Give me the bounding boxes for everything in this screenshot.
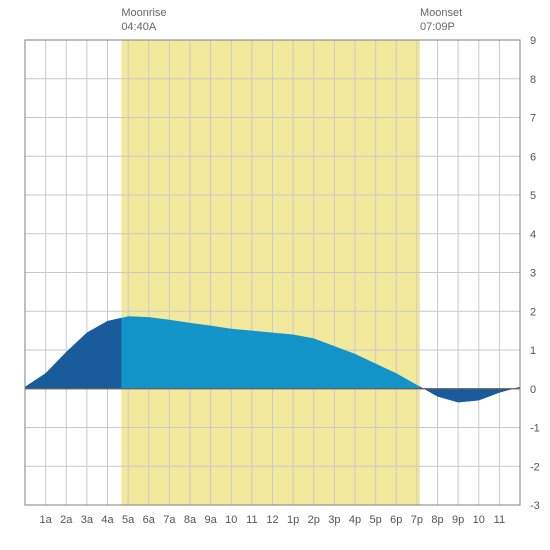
x-tick-label: 5p <box>370 514 382 526</box>
x-tick-label: 8p <box>431 514 443 526</box>
x-tick-label: 12 <box>266 514 278 526</box>
x-tick-label: 4a <box>101 514 114 526</box>
y-tick-label: 5 <box>530 190 536 202</box>
moonset-annotation: Moonset 07:09P <box>420 6 462 35</box>
y-tick-label: 8 <box>530 74 536 86</box>
x-tick-label: 10 <box>225 514 237 526</box>
x-tick-label: 7a <box>163 514 176 526</box>
x-tick-label: 6a <box>143 514 156 526</box>
moonrise-label: Moonrise <box>121 6 166 20</box>
x-tick-label: 3p <box>328 514 340 526</box>
y-tick-label: 2 <box>530 306 536 318</box>
x-tick-label: 5a <box>122 514 135 526</box>
x-tick-label: 6p <box>390 514 402 526</box>
tide-chart: Moonrise 04:40A Moonset 07:09P 1a2a3a4a5… <box>0 0 550 550</box>
chart-svg: 1a2a3a4a5a6a7a8a9a1011121p2p3p4p5p6p7p8p… <box>0 0 550 550</box>
y-tick-label: -3 <box>530 500 540 512</box>
x-tick-label: 7p <box>411 514 423 526</box>
moonset-time: 07:09P <box>420 20 462 34</box>
y-tick-label: -1 <box>530 423 540 435</box>
y-tick-label: 4 <box>530 229 536 241</box>
x-tick-label: 9p <box>452 514 464 526</box>
x-tick-label: 11 <box>246 514 257 526</box>
x-tick-label: 2p <box>308 514 320 526</box>
y-tick-label: 9 <box>530 35 536 47</box>
x-tick-label: 4p <box>349 514 361 526</box>
y-tick-label: 1 <box>530 345 536 357</box>
x-tick-label: 1p <box>287 514 299 526</box>
x-tick-label: 11 <box>494 514 505 526</box>
moonset-label: Moonset <box>420 6 462 20</box>
moonrise-annotation: Moonrise 04:40A <box>121 6 166 35</box>
x-tick-label: 3a <box>81 514 94 526</box>
y-tick-label: 7 <box>530 113 536 125</box>
y-tick-label: 6 <box>530 151 536 163</box>
y-tick-label: 0 <box>530 384 536 396</box>
x-tick-label: 8a <box>184 514 197 526</box>
y-tick-label: 3 <box>530 268 536 280</box>
x-tick-label: 10 <box>473 514 485 526</box>
y-tick-label: -2 <box>530 461 540 473</box>
x-tick-label: 9a <box>205 514 218 526</box>
x-tick-label: 2a <box>60 514 73 526</box>
moonrise-time: 04:40A <box>121 20 166 34</box>
x-tick-label: 1a <box>40 514 53 526</box>
